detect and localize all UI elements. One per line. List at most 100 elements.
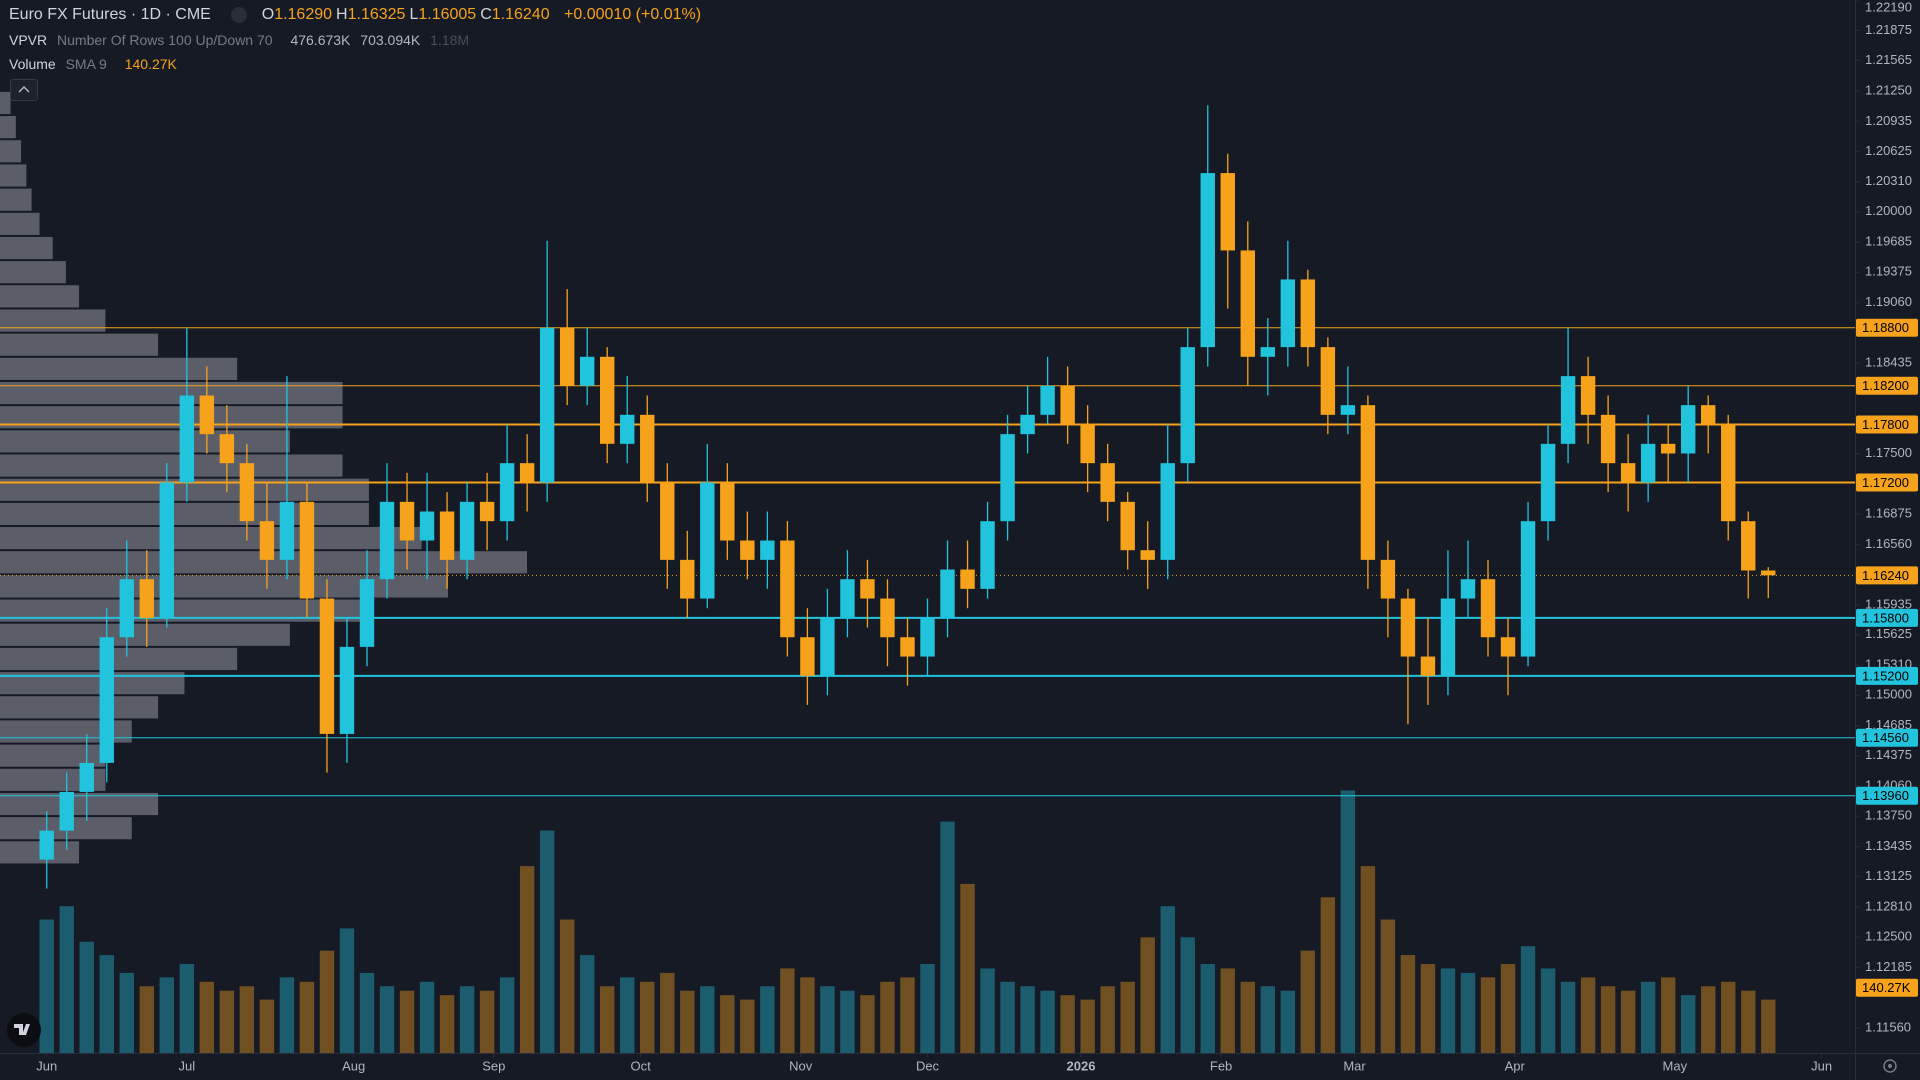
y-tick-label: 1.12185 bbox=[1865, 959, 1912, 974]
candle-body bbox=[1620, 463, 1636, 483]
level-tag bbox=[1856, 376, 1918, 395]
volume-bar bbox=[1000, 981, 1015, 1053]
y-tick-label: 1.13125 bbox=[1865, 868, 1912, 883]
ohlc: O1.16290 H1.16325 L1.16005 C1.16240 bbox=[262, 6, 554, 23]
candle-body bbox=[299, 501, 315, 599]
collapse-dot[interactable] bbox=[231, 6, 248, 23]
volume-bar bbox=[1140, 937, 1155, 1053]
candle-body bbox=[1660, 443, 1676, 454]
volume-bar bbox=[419, 981, 435, 1053]
y-tick-label: 1.20310 bbox=[1865, 173, 1912, 188]
volume-bar bbox=[299, 981, 315, 1053]
candle-body bbox=[479, 501, 495, 522]
volume-bar bbox=[1260, 986, 1276, 1053]
candle-body bbox=[1480, 579, 1496, 638]
candle-body bbox=[620, 414, 635, 444]
volume-bar bbox=[1480, 977, 1496, 1053]
candle-body bbox=[379, 501, 395, 580]
volume-params: SMA 9 bbox=[65, 56, 107, 72]
candle-body bbox=[179, 395, 195, 483]
y-tick-label: 1.15625 bbox=[1865, 626, 1912, 641]
candle-body bbox=[1040, 385, 1055, 415]
volume-bar bbox=[1120, 981, 1135, 1053]
candle-body bbox=[700, 482, 715, 599]
candle-body bbox=[259, 521, 275, 560]
chevron-icon bbox=[18, 85, 30, 93]
volume-bar bbox=[399, 990, 415, 1053]
y-tick-label: 1.20935 bbox=[1865, 113, 1912, 128]
candle-body bbox=[419, 511, 435, 541]
volume-profile-row bbox=[0, 309, 106, 332]
candle-body bbox=[860, 579, 875, 599]
x-tick-label: Jun bbox=[1811, 1058, 1832, 1073]
volume-bar bbox=[1660, 977, 1676, 1053]
y-tick-label: 1.16875 bbox=[1865, 505, 1912, 520]
volume-bar bbox=[1700, 986, 1716, 1053]
settings-icon[interactable] bbox=[1883, 1059, 1897, 1073]
candle-body bbox=[1140, 550, 1155, 560]
candle-body bbox=[1520, 521, 1536, 657]
candle-body bbox=[219, 434, 235, 464]
candle-body bbox=[1100, 463, 1115, 502]
candle-body bbox=[1340, 405, 1356, 415]
candle-body bbox=[640, 414, 655, 483]
x-tick-label: Jun bbox=[36, 1058, 57, 1073]
volume-bar bbox=[1040, 990, 1055, 1053]
volume-bar bbox=[1060, 995, 1075, 1053]
candle-body bbox=[680, 559, 695, 599]
volume-bar bbox=[239, 986, 255, 1053]
candle-body bbox=[539, 327, 555, 483]
volume-bar bbox=[1540, 968, 1556, 1053]
candle-body bbox=[1560, 376, 1576, 444]
candle-body bbox=[559, 327, 575, 386]
level-tag-label: 1.15800 bbox=[1862, 610, 1909, 625]
candle-body bbox=[1300, 279, 1316, 348]
volume-bar bbox=[179, 964, 195, 1053]
candle-body bbox=[1120, 501, 1135, 551]
candle-body bbox=[39, 830, 54, 860]
candle-body bbox=[1700, 405, 1716, 425]
vpvr-name[interactable]: VPVR bbox=[9, 32, 48, 48]
y-tick-label: 1.13750 bbox=[1865, 808, 1912, 823]
volume-bar bbox=[1340, 790, 1356, 1053]
volume-bar bbox=[359, 972, 375, 1053]
collapse-button[interactable] bbox=[10, 79, 38, 101]
y-tick-label: 1.19685 bbox=[1865, 234, 1912, 249]
volume-profile-row bbox=[0, 527, 422, 550]
candle-body bbox=[59, 791, 74, 831]
candle-body bbox=[1680, 405, 1696, 454]
volume-bar bbox=[1620, 990, 1636, 1053]
level-tag-label: 1.14560 bbox=[1862, 730, 1909, 745]
candle-body bbox=[1640, 443, 1656, 483]
volume-bar bbox=[159, 977, 175, 1053]
candle-body bbox=[1440, 598, 1456, 676]
ohlc-key: O bbox=[261, 6, 275, 23]
volume-bar bbox=[559, 919, 575, 1053]
y-tick-label: 1.11560 bbox=[1865, 1019, 1911, 1034]
volume-profile-row bbox=[0, 454, 343, 477]
volume-bar bbox=[1580, 977, 1596, 1053]
level-tag-label: 1.15200 bbox=[1862, 668, 1909, 683]
ohlc-value: 1.16005 bbox=[418, 6, 477, 23]
volume-bar bbox=[1560, 981, 1576, 1053]
gear-hub bbox=[1888, 1064, 1892, 1068]
symbol-legend: Euro FX Futures · 1D · CME O1.16290 H1.16… bbox=[9, 6, 707, 24]
x-tick-label: Jul bbox=[179, 1058, 196, 1073]
volume-bar bbox=[980, 968, 995, 1053]
level-tag bbox=[1856, 666, 1918, 685]
volume-bar bbox=[600, 986, 615, 1053]
volume-name[interactable]: Volume bbox=[9, 56, 56, 72]
y-tick-label: 1.21565 bbox=[1865, 52, 1912, 67]
volume-bar bbox=[199, 981, 215, 1053]
volume-bar bbox=[1520, 946, 1536, 1053]
vpvr-up: 476.673K bbox=[290, 32, 351, 48]
candle-body bbox=[1600, 414, 1616, 464]
volume-bar bbox=[1320, 897, 1336, 1053]
volume-profile-row bbox=[0, 261, 66, 284]
x-tick-label: 2026 bbox=[1067, 1058, 1096, 1073]
symbol[interactable]: Euro FX Futures · 1D · CME bbox=[9, 6, 211, 23]
volume-bar bbox=[1640, 981, 1656, 1053]
candle-body bbox=[319, 598, 335, 734]
volume-bar bbox=[840, 990, 855, 1053]
